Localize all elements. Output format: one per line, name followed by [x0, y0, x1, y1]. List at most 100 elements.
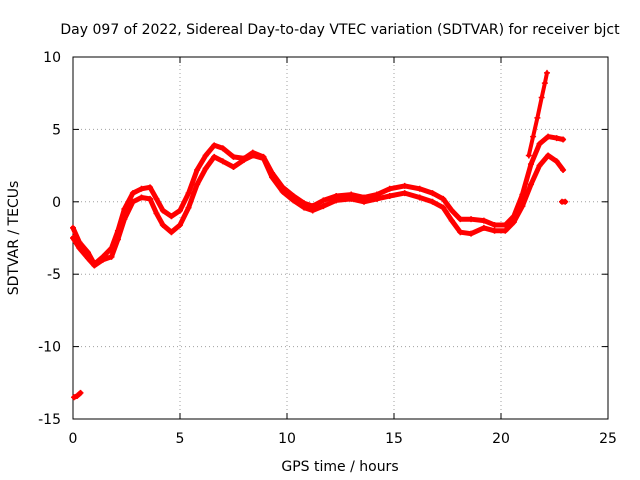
data-point — [185, 204, 192, 211]
series-track-a — [70, 134, 566, 267]
data-point — [536, 162, 543, 169]
data-point — [74, 392, 81, 399]
data-point — [562, 198, 569, 205]
y-tick-label: -5 — [47, 267, 61, 283]
plot-frame — [72, 56, 609, 420]
series-track-b — [70, 153, 566, 268]
x-tick-label: 0 — [69, 431, 78, 447]
data-point — [219, 145, 226, 152]
data-point — [71, 394, 78, 401]
data-point — [480, 217, 487, 224]
data-point — [230, 153, 237, 160]
data-point — [153, 195, 160, 202]
data-point — [536, 140, 543, 147]
data-point — [373, 195, 380, 202]
data-point — [429, 190, 436, 197]
data-point — [401, 182, 408, 189]
x-tick-label: 10 — [278, 431, 296, 447]
data-point — [560, 166, 567, 173]
data-point — [553, 158, 560, 165]
grid — [73, 57, 608, 419]
y-tick-label: 0 — [52, 195, 61, 211]
data-point — [491, 221, 498, 228]
data-point — [457, 229, 464, 236]
data-point — [309, 207, 316, 214]
data-point — [108, 253, 115, 260]
x-tick-label: 15 — [385, 431, 403, 447]
data-point — [301, 204, 308, 211]
data-point — [502, 227, 509, 234]
data-point — [91, 262, 98, 269]
data-point — [147, 195, 154, 202]
data-point — [185, 190, 192, 197]
data-point — [519, 203, 526, 210]
data-point — [448, 207, 455, 214]
data-point — [457, 216, 464, 223]
data-point — [560, 136, 567, 143]
data-point — [279, 188, 286, 195]
data-point — [70, 235, 76, 241]
data-point — [269, 174, 276, 181]
data-point — [211, 142, 218, 149]
data-point — [76, 245, 83, 252]
data-point — [99, 256, 106, 263]
data-point — [468, 216, 475, 223]
data-point — [153, 210, 160, 217]
data-point — [361, 198, 368, 205]
data-point — [510, 219, 517, 226]
data-point — [177, 207, 183, 214]
data-point — [320, 203, 327, 210]
data-point — [429, 198, 436, 205]
data-point — [211, 153, 218, 160]
x-tick-label: 25 — [599, 431, 617, 447]
data-point — [194, 181, 201, 188]
data-point — [386, 185, 393, 192]
data-point — [241, 156, 248, 163]
y-tick-label: 10 — [43, 50, 61, 66]
data-point — [138, 194, 145, 201]
axis-ticks: 0 5 10 15 20 25 -15 -10 -5 0 5 10 — [38, 50, 617, 447]
data-point — [502, 221, 509, 228]
data-point — [401, 190, 408, 197]
data-point — [168, 229, 175, 236]
data-point — [177, 221, 183, 228]
data-point — [129, 190, 136, 197]
data-point — [159, 221, 166, 228]
data-point — [84, 255, 91, 262]
data-series — [70, 69, 569, 401]
data-point — [138, 185, 145, 192]
data-point — [416, 194, 423, 201]
data-point — [260, 155, 267, 162]
data-point — [491, 227, 498, 234]
data-point — [544, 69, 551, 76]
data-point — [440, 195, 447, 202]
data-point — [121, 206, 128, 213]
x-tick-label: 5 — [176, 431, 185, 447]
data-point — [114, 236, 121, 243]
data-point — [249, 152, 256, 159]
y-tick-label: -15 — [38, 412, 61, 428]
y-tick-label: 5 — [52, 122, 61, 138]
data-point — [147, 184, 154, 191]
data-point — [320, 197, 327, 204]
data-point — [416, 185, 423, 192]
data-point — [468, 230, 475, 237]
data-point — [159, 207, 166, 214]
data-point — [448, 217, 455, 224]
data-point — [527, 181, 534, 188]
data-point — [530, 133, 537, 140]
data-point — [194, 166, 201, 173]
data-point — [129, 198, 136, 205]
data-point — [545, 152, 552, 159]
y-tick-label: -10 — [38, 340, 61, 356]
x-axis-label: GPS time / hours — [281, 459, 398, 475]
data-point — [527, 161, 534, 168]
data-point — [290, 197, 297, 204]
data-point — [440, 204, 447, 211]
data-point — [541, 80, 548, 87]
data-point — [77, 389, 84, 396]
chart-title: Day 097 of 2022, Sidereal Day-to-day VTE… — [60, 22, 620, 38]
data-point — [333, 197, 340, 204]
data-point — [202, 165, 209, 172]
